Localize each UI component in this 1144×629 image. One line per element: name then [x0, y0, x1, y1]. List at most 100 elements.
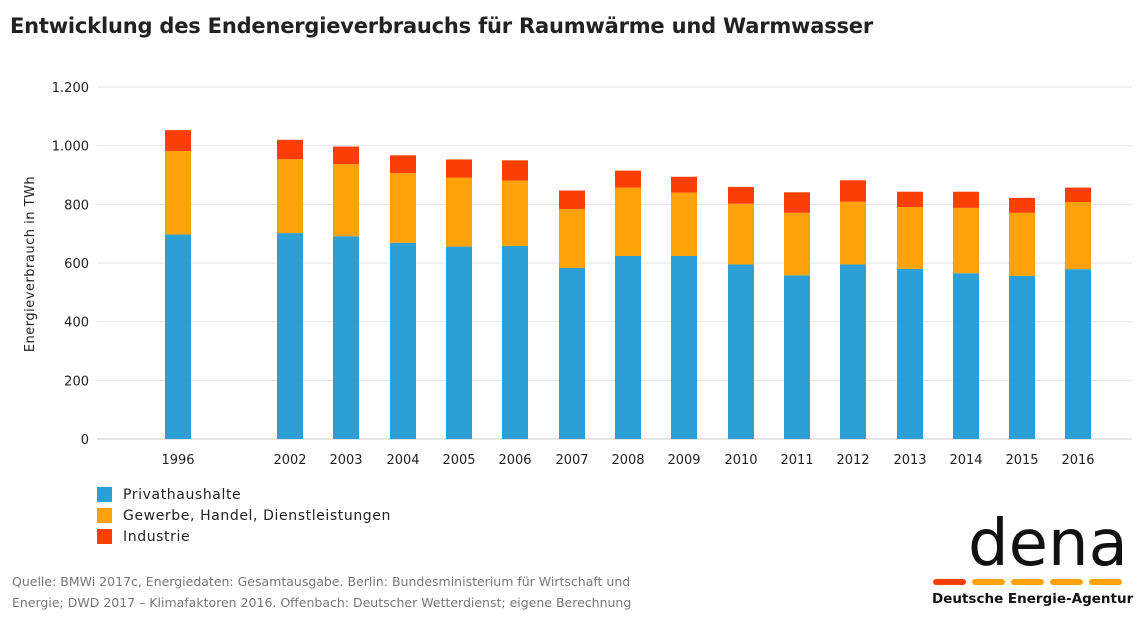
bar-layer — [165, 130, 1091, 439]
bar-gewerbe-2014 — [953, 207, 979, 274]
bar-gewerbe-1996 — [165, 150, 191, 235]
x-tick-label: 2007 — [555, 453, 588, 468]
stacked-bar-chart: 0 200 400 600 800 1.000 1.200 1996 2002 2003 2004… — [23, 81, 1132, 468]
bar-privathaushalte-2007 — [559, 267, 585, 439]
bar-industrie-2007 — [559, 190, 585, 210]
bar-industrie-2010 — [728, 187, 754, 204]
logo-dashes — [933, 579, 1122, 585]
bar-privathaushalte-2004 — [390, 242, 416, 439]
bar-industrie-2003 — [333, 146, 359, 165]
bar-gewerbe-2012 — [840, 201, 866, 265]
bar-gewerbe-2003 — [333, 164, 359, 237]
bar-privathaushalte-1996 — [165, 234, 191, 439]
bar-privathaushalte-2008 — [615, 255, 641, 439]
logo-wordmark: dena — [968, 507, 1128, 581]
bar-privathaushalte-2012 — [840, 264, 866, 439]
bar-privathaushalte-2003 — [333, 236, 359, 439]
bar-industrie-2002 — [277, 139, 303, 160]
logo-dash — [1011, 579, 1044, 585]
x-tick-labels: 1996 2002 2003 2004 2005 2006 2007 2008 2009 2010… — [161, 453, 1094, 468]
bar-privathaushalte-2016 — [1065, 269, 1091, 439]
bar-industrie-1996 — [165, 130, 191, 151]
bar-industrie-2005 — [446, 159, 472, 178]
bar-privathaushalte-2009 — [671, 255, 697, 439]
bar-industrie-2009 — [671, 176, 697, 193]
legend-label: Industrie — [123, 528, 191, 545]
bar-privathaushalte-2002 — [277, 233, 303, 439]
bar-gewerbe-2004 — [390, 173, 416, 243]
x-tick-label: 2002 — [273, 453, 306, 468]
bar-privathaushalte-2013 — [897, 268, 923, 439]
bar-industrie-2004 — [390, 155, 416, 174]
bar-industrie-2013 — [897, 191, 923, 207]
legend-item-gewerbe: Gewerbe, Handel, Dienstleistungen — [97, 505, 391, 526]
bar-gewerbe-2013 — [897, 206, 923, 269]
bar-privathaushalte-2005 — [446, 246, 472, 439]
source-note: Quelle: BMWi 2017c, Energiedaten: Gesamt… — [12, 571, 631, 613]
bar-industrie-2008 — [615, 170, 641, 188]
y-tick-label: 400 — [64, 316, 89, 331]
legend-swatch — [97, 508, 112, 523]
bar-gewerbe-2006 — [502, 180, 528, 246]
x-tick-label: 2006 — [498, 453, 531, 468]
x-tick-label: 2011 — [780, 453, 813, 468]
grid-layer — [97, 86, 1132, 440]
logo-dash — [1050, 579, 1083, 585]
logo-subtitle: Deutsche Energie-Agentur — [932, 591, 1134, 607]
bar-gewerbe-2007 — [559, 209, 585, 268]
x-tick-label: 2004 — [386, 453, 419, 468]
bar-gewerbe-2010 — [728, 203, 754, 265]
bar-gewerbe-2015 — [1009, 212, 1035, 276]
x-tick-label: 2009 — [667, 453, 700, 468]
y-tick-label: 600 — [64, 257, 89, 272]
x-tick-label: 2015 — [1005, 453, 1038, 468]
legend-item-privathaushalte: Privathaushalte — [97, 484, 391, 505]
bar-gewerbe-2009 — [671, 192, 697, 256]
logo-dash — [972, 579, 1005, 585]
dena-logo: dena Deutsche Energie-Agentur — [930, 507, 1134, 615]
x-tick-label: 1996 — [161, 453, 194, 468]
y-tick-label: 1.000 — [52, 140, 89, 155]
logo-dash — [933, 579, 966, 585]
legend-label: Gewerbe, Handel, Dienstleistungen — [123, 507, 391, 524]
x-tick-label: 2003 — [329, 453, 362, 468]
y-tick-label: 1.200 — [52, 81, 89, 96]
chart-title: Entwicklung des Endenergieverbrauchs für… — [10, 14, 874, 38]
bar-industrie-2015 — [1009, 197, 1035, 213]
legend-item-industrie: Industrie — [97, 526, 391, 547]
bar-industrie-2016 — [1065, 187, 1091, 202]
source-line-2: Energie; DWD 2017 – Klimafaktoren 2016. … — [12, 595, 632, 610]
bar-gewerbe-2005 — [446, 177, 472, 247]
bar-privathaushalte-2010 — [728, 264, 754, 439]
y-axis-label: Energieverbrauch in TWh — [23, 176, 38, 352]
y-tick-label: 800 — [64, 198, 89, 213]
x-tick-label: 2005 — [442, 453, 475, 468]
logo-dash — [1089, 579, 1122, 585]
legend-label: Privathaushalte — [123, 486, 242, 503]
bar-industrie-2006 — [502, 160, 528, 181]
legend-swatch — [97, 487, 112, 502]
x-tick-label: 2013 — [893, 453, 926, 468]
bar-privathaushalte-2006 — [502, 245, 528, 439]
source-line-1: Quelle: BMWi 2017c, Energiedaten: Gesamt… — [12, 574, 631, 589]
bar-gewerbe-2016 — [1065, 201, 1091, 270]
bar-gewerbe-2002 — [277, 159, 303, 234]
bar-privathaushalte-2015 — [1009, 275, 1035, 439]
y-tick-labels: 0 200 400 600 800 1.000 1.200 — [52, 81, 89, 448]
x-tick-label: 2016 — [1061, 453, 1094, 468]
y-tick-label: 200 — [64, 374, 89, 389]
bar-gewerbe-2008 — [615, 187, 641, 256]
y-tick-label: 0 — [81, 433, 89, 448]
bar-industrie-2012 — [840, 180, 866, 202]
x-tick-label: 2010 — [724, 453, 757, 468]
x-tick-label: 2008 — [611, 453, 644, 468]
x-tick-label: 2014 — [949, 453, 982, 468]
bar-privathaushalte-2014 — [953, 273, 979, 439]
bar-privathaushalte-2011 — [784, 275, 810, 439]
bar-industrie-2011 — [784, 192, 810, 213]
bar-industrie-2014 — [953, 191, 979, 208]
x-tick-label: 2012 — [836, 453, 869, 468]
bar-gewerbe-2011 — [784, 212, 810, 276]
legend-swatch — [97, 529, 112, 544]
legend: Privathaushalte Gewerbe, Handel, Dienstl… — [97, 484, 391, 547]
